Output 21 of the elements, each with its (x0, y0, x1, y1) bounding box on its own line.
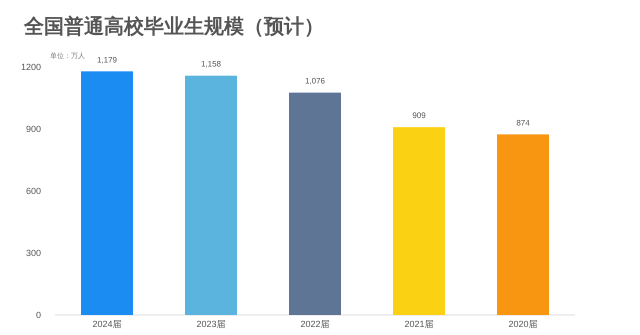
data-label: 1,179 (96, 55, 118, 64)
y-tick-label: 600 (26, 186, 41, 196)
x-tick-label: 2024届 (92, 319, 122, 329)
data-label: 874 (516, 118, 530, 128)
x-tick-label: 2023届 (196, 319, 226, 329)
x-tick-label: 2021届 (404, 319, 434, 329)
data-label: 1,076 (304, 76, 326, 86)
y-tick-label: 1200 (20, 62, 41, 72)
data-label: 1,158 (200, 60, 222, 69)
chart-title: 全国普通高校毕业生规模（预计） (23, 15, 324, 38)
bar (185, 76, 237, 315)
bar (289, 92, 341, 315)
y-tick-label: 300 (26, 248, 41, 258)
x-tick-label: 2022届 (300, 319, 330, 329)
bar (393, 127, 445, 315)
x-tick-label: 2020届 (508, 319, 538, 329)
bar (81, 71, 133, 315)
y-tick-label: 900 (26, 124, 41, 134)
bar (497, 134, 549, 315)
y-tick-label: 0 (36, 310, 41, 320)
data-label: 909 (412, 111, 426, 120)
